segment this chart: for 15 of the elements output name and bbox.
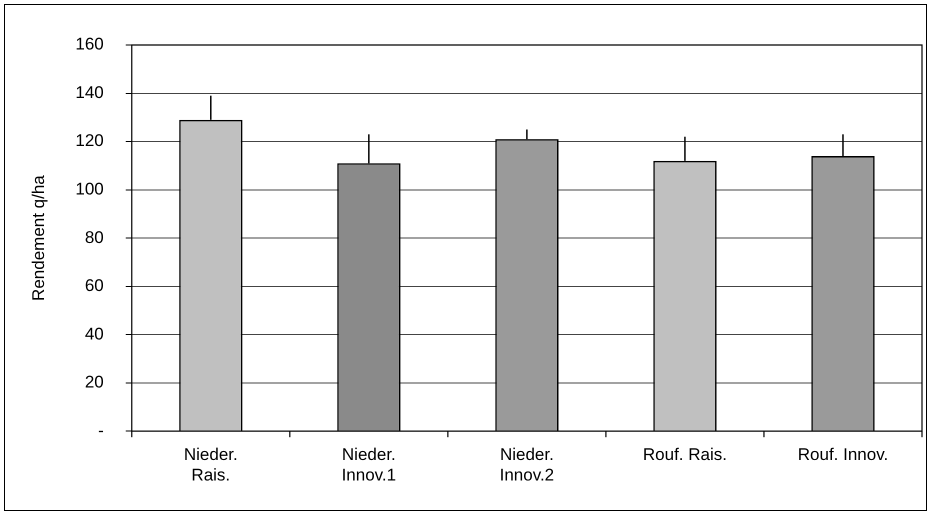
x-tick-label: Nieder. Innov.2 [500,445,554,484]
y-tick-label: 60 [84,276,104,296]
x-tick-label: Nieder. Innov.1 [342,445,396,484]
y-tick-label: - [98,420,104,440]
y-tick-label: 160 [75,34,104,54]
x-tick-label: Rouf. Innov. [798,445,888,464]
y-tick-label: 100 [75,180,104,199]
x-tick-label: Rouf. Rais. [642,445,727,464]
y-tick-label: 140 [75,82,104,102]
y-axis-title: Rendement q/ha [28,174,48,301]
y-tick-label: 120 [75,131,104,150]
x-tick-label: Nieder. Rais. [184,445,238,484]
y-tick-label: 40 [84,324,104,344]
y-tick-label: 80 [84,228,104,247]
y-tick-label: 20 [84,372,104,392]
